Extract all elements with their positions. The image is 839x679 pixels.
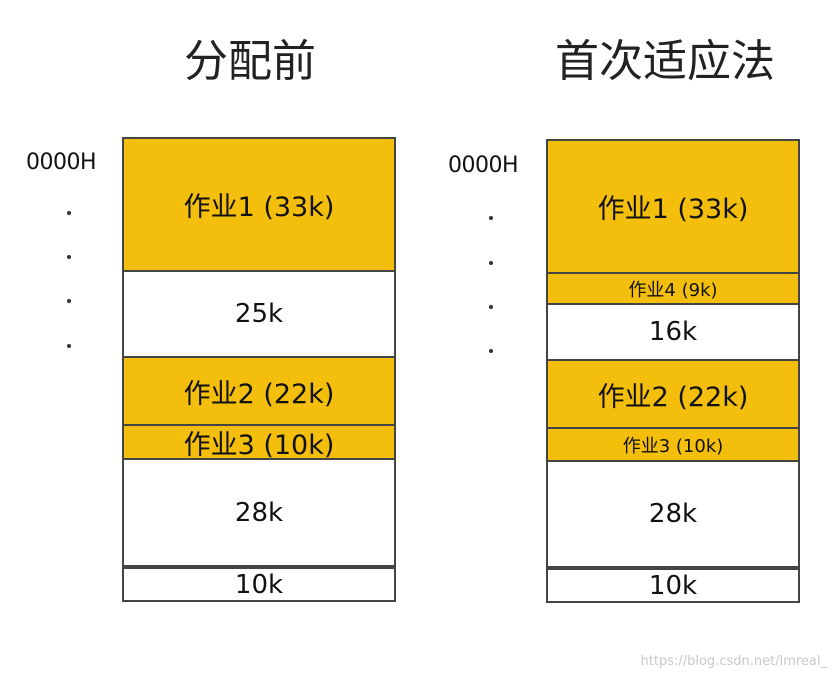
address-label-left: 0000H <box>26 150 97 175</box>
ellipsis-dot <box>67 299 71 303</box>
block-free-28k: 28k <box>548 460 798 566</box>
ellipsis-dot <box>489 216 493 220</box>
block-separator <box>124 565 394 569</box>
ellipsis-dot <box>489 261 493 265</box>
watermark: https://blog.csdn.net/lmreal_ <box>640 654 827 669</box>
ellipsis-dot <box>67 344 71 348</box>
block-job4: 作业4 (9k) <box>548 272 798 303</box>
memory-column-after: 作业1 (33k) 作业4 (9k) 16k 作业2 (22k) 作业3 (10… <box>546 139 800 603</box>
block-free-16k: 16k <box>548 303 798 359</box>
block-job1: 作业1 (33k) <box>548 141 798 272</box>
block-job1: 作业1 (33k) <box>124 139 394 270</box>
block-free-28k: 28k <box>124 458 394 565</box>
block-job3: 作业3 (10k) <box>548 427 798 460</box>
block-job2: 作业2 (22k) <box>548 359 798 427</box>
block-job3: 作业3 (10k) <box>124 424 394 458</box>
memory-column-before: 作业1 (33k) 25k 作业2 (22k) 作业3 (10k) 28k 10… <box>122 137 396 602</box>
ellipsis-dot <box>67 255 71 259</box>
block-separator <box>548 566 798 570</box>
title-first-fit: 首次适应法 <box>555 36 775 87</box>
address-label-right: 0000H <box>448 153 519 178</box>
block-free-25k: 25k <box>124 270 394 356</box>
ellipsis-dot <box>489 305 493 309</box>
title-before-allocation: 分配前 <box>184 36 316 87</box>
block-free-10k: 10k <box>124 569 394 600</box>
block-job2: 作业2 (22k) <box>124 356 394 424</box>
ellipsis-dot <box>489 349 493 353</box>
ellipsis-dot <box>67 211 71 215</box>
block-free-10k: 10k <box>548 570 798 601</box>
